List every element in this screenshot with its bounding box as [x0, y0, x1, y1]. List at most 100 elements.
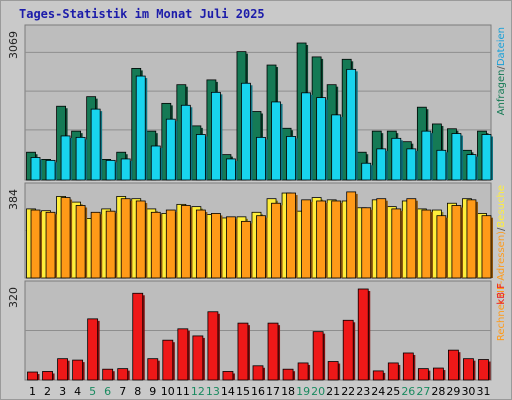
bar-1-dateien-12 — [195, 134, 206, 181]
x-tick-label-1: 1 — [29, 385, 36, 398]
bar-1-dateien-21 — [331, 114, 342, 181]
bar-2-rechner-ip-adressen--14 — [226, 216, 236, 279]
bar-3-kb-f-24 — [372, 370, 384, 381]
bar-2-rechner-ip-adressen--10 — [165, 209, 176, 279]
bar-2-rechner-ip-adressen--23 — [361, 207, 372, 279]
legend-entry-1-1: Anfragen — [496, 70, 507, 116]
bar-2-rechner-ip-adressen--2 — [45, 211, 56, 279]
y-max-label-3: 320 — [7, 287, 20, 308]
bar-1-dateien-13 — [211, 91, 221, 181]
bar-3-kb-f-31 — [478, 359, 489, 381]
bar-3-kb-f-4 — [72, 359, 84, 381]
bar-3-kb-f-17 — [267, 322, 279, 381]
bar-3-kb-f-19 — [297, 362, 309, 381]
bar-2-rechner-ip-adressen--17 — [271, 202, 281, 279]
x-tick-label-17: 17 — [266, 385, 280, 398]
bar-2-rechner-ip-adressen--16 — [256, 215, 266, 279]
bar-2-rechner-ip-adressen--8 — [135, 200, 146, 279]
y-max-label-2: 384 — [7, 189, 20, 210]
x-tick-label-23: 23 — [356, 385, 370, 398]
bar-3-kb-f-30 — [463, 358, 474, 381]
bar-3-kb-f-23 — [357, 288, 369, 381]
x-tick-label-5: 5 — [89, 385, 96, 398]
bar-2-rechner-ip-adressen--20 — [316, 200, 327, 279]
bar-3-kb-f-5 — [87, 318, 99, 381]
bar-1-dateien-1 — [30, 157, 41, 181]
bar-1-dateien-23 — [361, 162, 372, 181]
bar-3-kb-f-29 — [448, 349, 459, 381]
y-max-label-1: 3069 — [7, 31, 20, 59]
bar-3-kb-f-16 — [252, 365, 264, 381]
x-tick-label-4: 4 — [74, 385, 81, 398]
bar-1-dateien-29 — [451, 133, 462, 181]
bar-2-rechner-ip-adressen--28 — [436, 215, 447, 279]
x-tick-label-25: 25 — [386, 385, 400, 398]
bar-1-dateien-8 — [135, 75, 146, 181]
x-tick-label-24: 24 — [371, 385, 385, 398]
x-tick-label-19: 19 — [296, 385, 310, 398]
x-tick-label-30: 30 — [461, 385, 475, 398]
x-tick-label-27: 27 — [416, 385, 430, 398]
bar-3-kb-f-15 — [237, 322, 249, 381]
bar-1-dateien-16 — [256, 136, 266, 181]
bar-1-dateien-17 — [271, 101, 281, 181]
x-tick-label-20: 20 — [311, 385, 325, 398]
bar-3-kb-f-25 — [387, 362, 399, 381]
bar-2-rechner-ip-adressen--7 — [120, 198, 131, 279]
bar-1-dateien-31 — [481, 134, 492, 181]
bar-3-kb-f-21 — [327, 361, 339, 381]
bar-1-dateien-6 — [105, 159, 116, 181]
bar-1-dateien-22 — [346, 68, 357, 181]
bar-1-dateien-5 — [90, 108, 101, 181]
bar-3-kb-f-12 — [192, 335, 204, 381]
bar-3-kb-f-26 — [402, 352, 414, 381]
bar-2-rechner-ip-adressen--15 — [241, 220, 251, 279]
legend-entry-3-1: kB F — [496, 283, 507, 305]
x-tick-label-11: 11 — [176, 385, 190, 398]
bar-2-rechner-ip-adressen--9 — [150, 211, 161, 279]
bar-2-rechner-ip-adressen--19 — [301, 199, 311, 279]
bar-2-rechner-ip-adressen--26 — [406, 198, 417, 279]
x-tick-label-6: 6 — [104, 385, 111, 398]
bar-3-kb-f-28 — [432, 367, 444, 381]
bar-2-rechner-ip-adressen--29 — [451, 205, 462, 279]
bar-2-rechner-ip-adressen--25 — [391, 208, 402, 279]
x-tick-label-31: 31 — [476, 385, 490, 398]
legend-entry-2-2: / — [496, 227, 507, 231]
bar-3-kb-f-7 — [117, 368, 129, 381]
x-tick-label-16: 16 — [251, 385, 265, 398]
x-tick-label-9: 9 — [149, 385, 156, 398]
legend-entry-1-3: Dateien — [496, 27, 507, 66]
bar-1-dateien-27 — [421, 130, 432, 181]
bar-2-rechner-ip-adressen--21 — [331, 200, 342, 279]
bar-1-dateien-7 — [120, 158, 131, 181]
bar-2-rechner-ip-adressen--27 — [421, 209, 432, 279]
bar-3-kb-f-6 — [102, 368, 114, 381]
bar-1-dateien-18 — [286, 136, 296, 181]
legend-3: kB F — [496, 283, 507, 305]
x-tick-label-3: 3 — [59, 385, 66, 398]
x-tick-label-18: 18 — [281, 385, 295, 398]
x-tick-label-12: 12 — [191, 385, 205, 398]
bar-3-kb-f-13 — [207, 311, 219, 381]
x-tick-label-10: 10 — [161, 385, 175, 398]
bar-1-dateien-30 — [466, 154, 477, 181]
x-tick-label-7: 7 — [119, 385, 126, 398]
bar-2-rechner-ip-adressen--4 — [75, 205, 86, 279]
bar-1-dateien-26 — [406, 148, 417, 181]
legend-entry-2-1: Rechner (IP-Adressen) — [496, 231, 507, 341]
bar-1-dateien-9 — [150, 145, 161, 181]
bar-3-kb-f-10 — [162, 339, 174, 381]
bar-2-rechner-ip-adressen--3 — [60, 197, 71, 279]
x-tick-label-29: 29 — [446, 385, 460, 398]
bar-2-rechner-ip-adressen--6 — [105, 210, 116, 279]
x-tick-label-2: 2 — [44, 385, 51, 398]
bar-3-kb-f-22 — [342, 319, 354, 381]
bar-3-kb-f-20 — [312, 331, 324, 381]
bar-3-kb-f-2 — [42, 371, 53, 381]
x-tick-label-15: 15 — [236, 385, 250, 398]
bar-3-kb-f-27 — [417, 368, 429, 381]
bar-2-rechner-ip-adressen--11 — [180, 205, 191, 279]
legend-entry-1-2: / — [496, 66, 507, 70]
bar-1-dateien-10 — [165, 118, 176, 181]
